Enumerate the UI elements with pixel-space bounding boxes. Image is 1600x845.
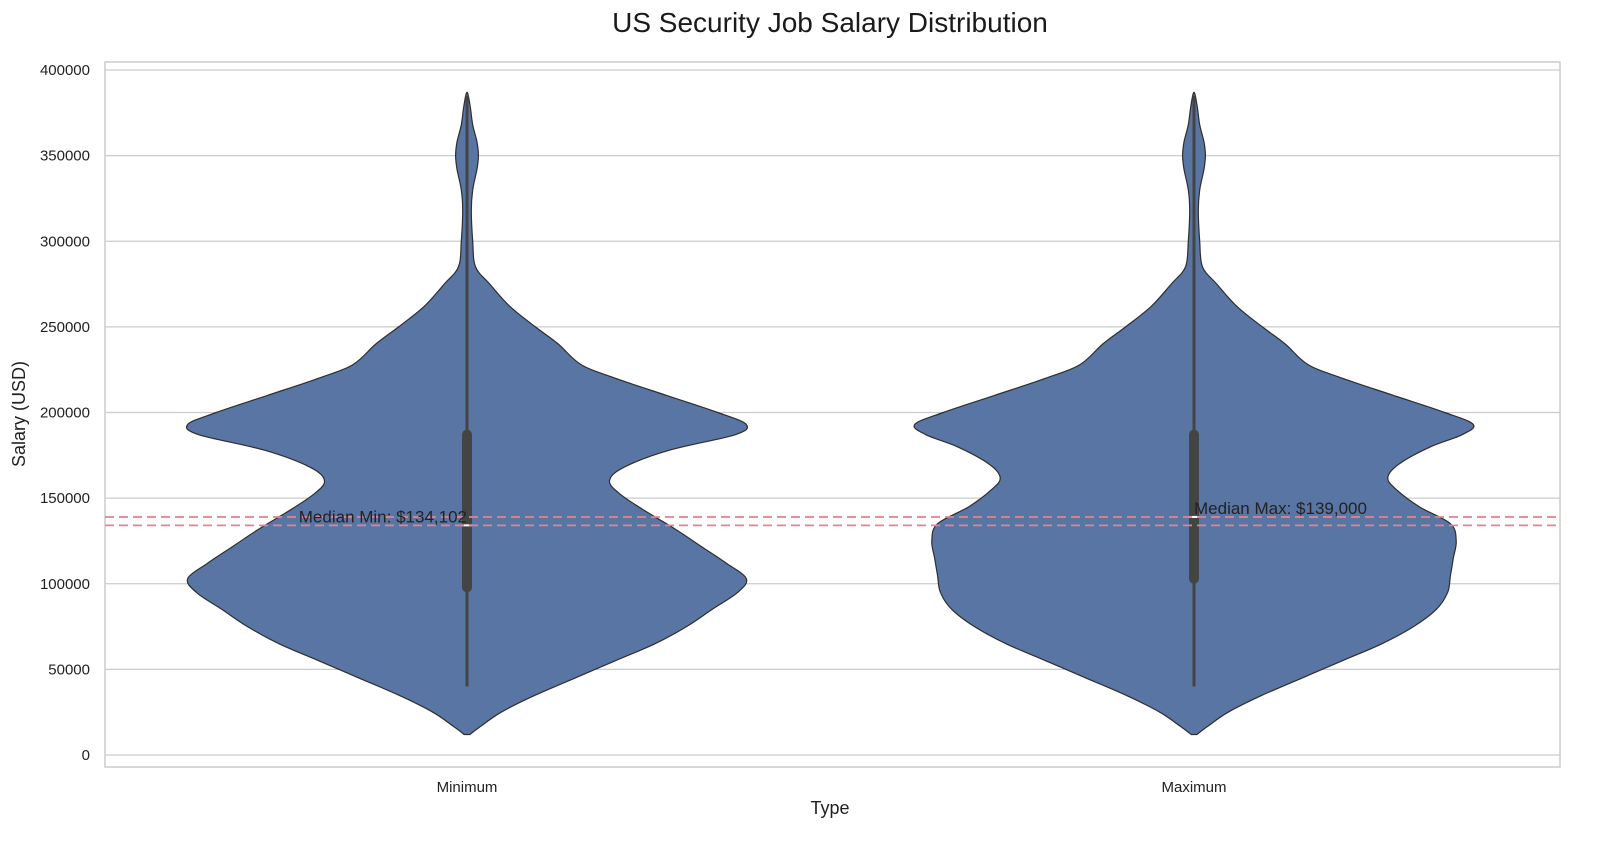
y-axis-ticks: 0 50000 100000 150000 200000 250000 300000 3500… bbox=[40, 62, 90, 764]
x-tick-label: Maximum bbox=[1161, 779, 1226, 796]
median-annotation: Median Min: $134,102 bbox=[299, 507, 467, 526]
median-annotation: Median Max: $139,000 bbox=[1194, 499, 1367, 518]
x-tick-label: Minimum bbox=[437, 779, 498, 796]
chart-title: US Security Job Salary Distribution bbox=[612, 7, 1048, 38]
annotations: Median Min: $134,102 Median Max: $139,000 bbox=[299, 499, 1367, 526]
violin-maximum bbox=[913, 91, 1475, 736]
x-axis-ticks: Minimum Maximum bbox=[437, 779, 1227, 796]
violin-minimum bbox=[185, 91, 749, 736]
y-tick-label: 200000 bbox=[40, 405, 90, 422]
violins bbox=[185, 91, 1475, 736]
y-tick-label: 300000 bbox=[40, 233, 90, 250]
iqr-box bbox=[462, 429, 472, 593]
plot-frame bbox=[104, 61, 1561, 768]
iqr-box bbox=[1189, 429, 1199, 584]
y-axis-label: Salary (USD) bbox=[9, 361, 29, 467]
y-tick-label: 100000 bbox=[40, 576, 90, 593]
y-tick-label: 250000 bbox=[40, 319, 90, 336]
y-tick-label: 0 bbox=[82, 747, 90, 764]
y-tick-label: 150000 bbox=[40, 490, 90, 507]
y-tick-label: 350000 bbox=[40, 148, 90, 165]
reference-lines bbox=[105, 516, 1560, 527]
x-axis-label: Type bbox=[810, 798, 849, 818]
y-tick-label: 50000 bbox=[48, 661, 90, 678]
y-tick-label: 400000 bbox=[40, 62, 90, 79]
